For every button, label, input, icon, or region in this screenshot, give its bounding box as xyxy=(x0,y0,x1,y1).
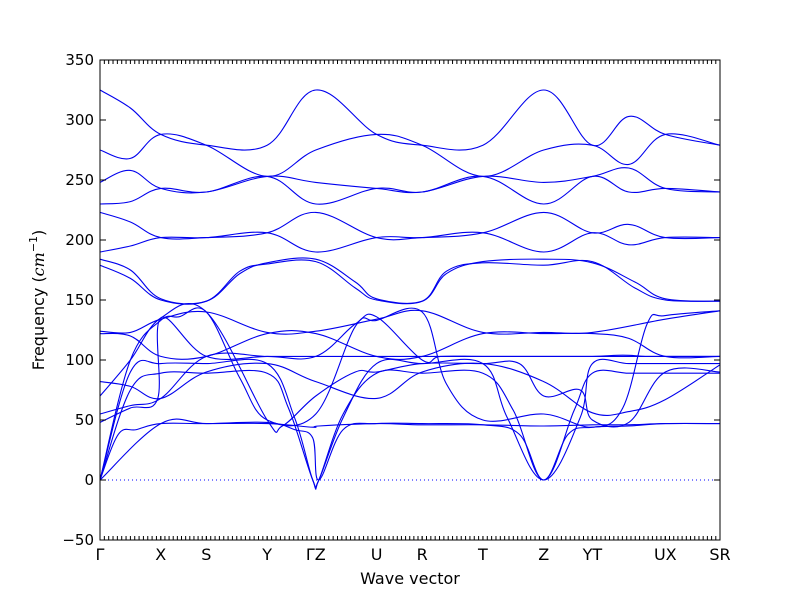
band-line-19 xyxy=(99,89,721,151)
y-axis-label-suffix: ) xyxy=(29,230,48,236)
x-tick-label: YT xyxy=(582,545,603,564)
x-tick-label: R xyxy=(417,545,428,564)
y-axis-label-prefix: Frequency ( xyxy=(29,276,48,370)
y-axis-label-unit-exp: −1 xyxy=(27,236,40,252)
band-line-10 xyxy=(99,329,721,361)
band-line-15 xyxy=(99,211,721,241)
x-tick-label: Z xyxy=(538,545,549,564)
y-tick-label: 0 xyxy=(84,471,94,489)
band-line-1 xyxy=(99,418,721,481)
y-tick-label: 300 xyxy=(65,111,94,129)
y-axis-label: Frequency (cm−1) xyxy=(27,230,48,371)
y-tick-label: 100 xyxy=(65,351,94,369)
x-tick-label: Y xyxy=(261,545,272,564)
band-line-13 xyxy=(99,259,721,305)
x-tick-label: ΓZ xyxy=(306,545,326,564)
y-axis-label-unit: cm xyxy=(29,252,48,276)
band-line-11 xyxy=(99,309,721,335)
band-line-5 xyxy=(99,307,721,481)
band-line-16 xyxy=(99,175,721,205)
band-line-12 xyxy=(99,257,721,305)
band-line-9 xyxy=(99,303,721,433)
y-tick-label: 350 xyxy=(65,51,94,69)
band-line-2 xyxy=(99,421,721,481)
x-tick-label: T xyxy=(477,545,488,564)
x-tick-label: S xyxy=(201,545,211,564)
y-axis: −50 0 50 100 150 200 250 300 350 xyxy=(62,51,720,549)
y-tick-label: 200 xyxy=(65,231,94,249)
band-line-8 xyxy=(99,362,721,416)
y-tick-label: −50 xyxy=(62,531,94,549)
x-tick-label: U xyxy=(371,545,383,564)
x-tick-label: UX xyxy=(654,545,677,564)
band-line-14 xyxy=(99,231,721,253)
x-tick-label: Γ xyxy=(96,545,105,564)
plot-frame xyxy=(99,59,721,541)
bands-layer xyxy=(99,89,721,490)
band-line-17 xyxy=(99,167,721,194)
y-tick-label: 150 xyxy=(65,291,94,309)
x-axis-label: Wave vector xyxy=(360,569,460,588)
band-line-6 xyxy=(99,313,720,423)
x-tick-label: SR xyxy=(709,545,730,564)
y-tick-label: 250 xyxy=(65,171,94,189)
x-tick-label: X xyxy=(155,545,166,564)
x-axis: Γ X S Y ΓZ U R T Z YT UX SR xyxy=(96,60,731,564)
band-line-3 xyxy=(99,369,720,490)
band-line-4 xyxy=(99,358,720,489)
y-tick-label: 50 xyxy=(75,411,94,429)
band-line-18 xyxy=(99,133,721,177)
